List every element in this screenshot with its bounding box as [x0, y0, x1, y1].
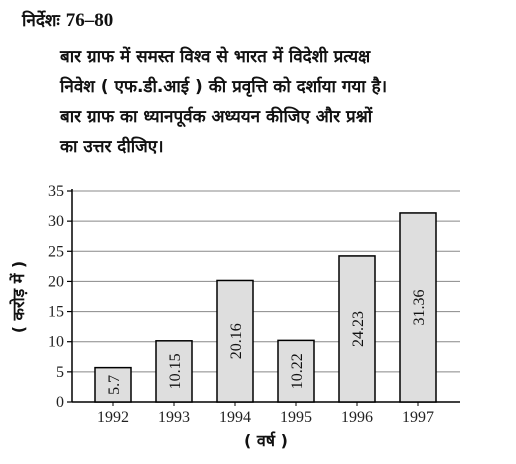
paragraph-line: बार ग्राफ में समस्त विश्व से भारत में वि… [60, 47, 371, 67]
y-tick-label: 15 [48, 304, 64, 321]
bar-data-label: 24.23 [350, 311, 367, 347]
x-tick-label: 1994 [219, 409, 251, 426]
bar [399, 212, 437, 403]
y-tick-label: 30 [48, 213, 64, 230]
x-tick-label: 1992 [97, 409, 129, 426]
y-tick-label: 0 [56, 394, 64, 411]
bar-data-label: 31.36 [411, 289, 428, 325]
paragraph-line: का उत्तर दीजिए। [60, 137, 164, 157]
bar [277, 339, 315, 403]
y-tick-label: 25 [48, 243, 64, 260]
y-axis-title: ( करोड़ में ) [9, 261, 28, 333]
instruction-paragraph: बार ग्राफ में समस्त विश्व से भारत में वि… [60, 42, 510, 162]
bar [94, 366, 132, 403]
heading-label: निर्देशः [22, 11, 60, 31]
y-tick-label: 5 [56, 364, 64, 381]
bar-data-label: 10.15 [167, 353, 184, 389]
x-tick-label: 1993 [158, 409, 190, 426]
x-tick-label: 1997 [402, 409, 434, 426]
bar-data-label: 5.7 [106, 375, 123, 395]
paragraph-line: निवेश ( एफ.डी.आई ) की प्रवृत्ति को दर्शा… [60, 77, 388, 97]
bar-data-label: 20.16 [228, 323, 245, 359]
y-tick-label: 10 [48, 334, 64, 351]
x-axis-title: ( वर्ष ) [244, 431, 288, 450]
x-tick-label: 1996 [341, 409, 373, 426]
y-tick-label: 35 [48, 183, 64, 200]
bar [216, 279, 254, 403]
question-heading: निर्देशः 76–80 [22, 8, 113, 32]
bar [338, 255, 376, 403]
x-tick-label: 1995 [280, 409, 312, 426]
y-tick-label: 20 [48, 273, 64, 290]
paragraph-line: बार ग्राफ का ध्यानपूर्वक अध्ययन कीजिए और… [60, 107, 373, 127]
bar-data-label: 10.22 [289, 353, 306, 389]
heading-range: 76–80 [65, 10, 114, 31]
